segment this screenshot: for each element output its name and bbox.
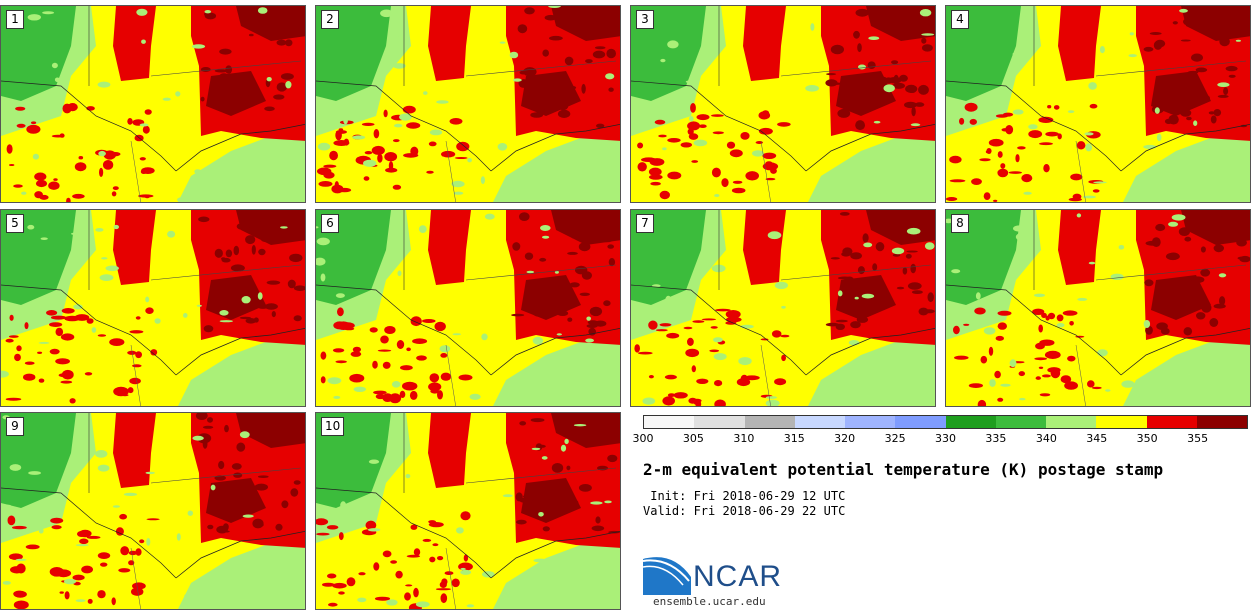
colorbar-swatch [1196,416,1247,428]
colorbar-swatch [1146,416,1197,428]
member-number-label: 8 [951,214,969,233]
plot-title: 2-m equivalent potential temperature (K)… [643,460,1164,479]
member-number-label: 9 [6,417,24,436]
postage-stamp-map: 4 [945,5,1251,203]
member-number-label: 7 [636,214,654,233]
member-number-label: 10 [321,417,345,436]
postage-stamp-map: 7 [630,209,936,407]
colorbar [643,415,1248,429]
postage-stamp-map: 2 [315,5,621,203]
colorbar-swatch [1096,416,1147,428]
colorbar-tick-labels: 300 305 310 315 320 325 330 335 340 345 350 355 [633,432,1248,446]
colorbar-tick-label: 350 [1136,432,1158,445]
postage-stamp-map: 9 [0,412,306,610]
colorbar-tick-label: 310 [733,432,755,445]
ncar-logo-text: NCAR [693,560,783,593]
colorbar-tick-label: 335 [985,432,1007,445]
colorbar-swatch [1046,416,1097,428]
member-number-label: 4 [951,10,969,29]
colorbar-swatch [644,416,695,428]
postage-stamp-map: 6 [315,209,621,407]
colorbar-tick-label: 325 [884,432,906,445]
colorbar-swatch [995,416,1046,428]
colorbar-tick-label: 315 [783,432,805,445]
postage-stamp-map: 1 [0,5,306,203]
colorbar-swatch [895,416,946,428]
colorbar-swatch [945,416,996,428]
postage-stamp-map: 5 [0,209,306,407]
member-number-label: 1 [6,10,24,29]
colorbar-swatch [845,416,896,428]
init-time: Init: Fri 2018-06-29 12 UTC [643,489,846,503]
colorbar-tick-label: 300 [632,432,654,445]
postage-stamp-map: 10 [315,412,621,610]
member-number-label: 5 [6,214,24,233]
postage-stamp-map: 3 [630,5,936,203]
member-number-label: 6 [321,214,339,233]
colorbar-tick-label: 305 [682,432,704,445]
ncar-logo-icon [643,557,691,595]
member-number-label: 3 [636,10,654,29]
colorbar-tick-label: 355 [1187,432,1209,445]
colorbar-tick-label: 320 [834,432,856,445]
ensemble-url: ensemble.ucar.edu [653,595,766,608]
member-number-label: 2 [321,10,339,29]
colorbar-swatch [794,416,845,428]
postage-stamp-map: 8 [945,209,1251,407]
colorbar-tick-label: 340 [1035,432,1057,445]
valid-time: Valid: Fri 2018-06-29 22 UTC [643,504,846,518]
colorbar-tick-label: 345 [1086,432,1108,445]
colorbar-swatch [694,416,745,428]
colorbar-tick-label: 330 [935,432,956,445]
colorbar-swatch [744,416,795,428]
